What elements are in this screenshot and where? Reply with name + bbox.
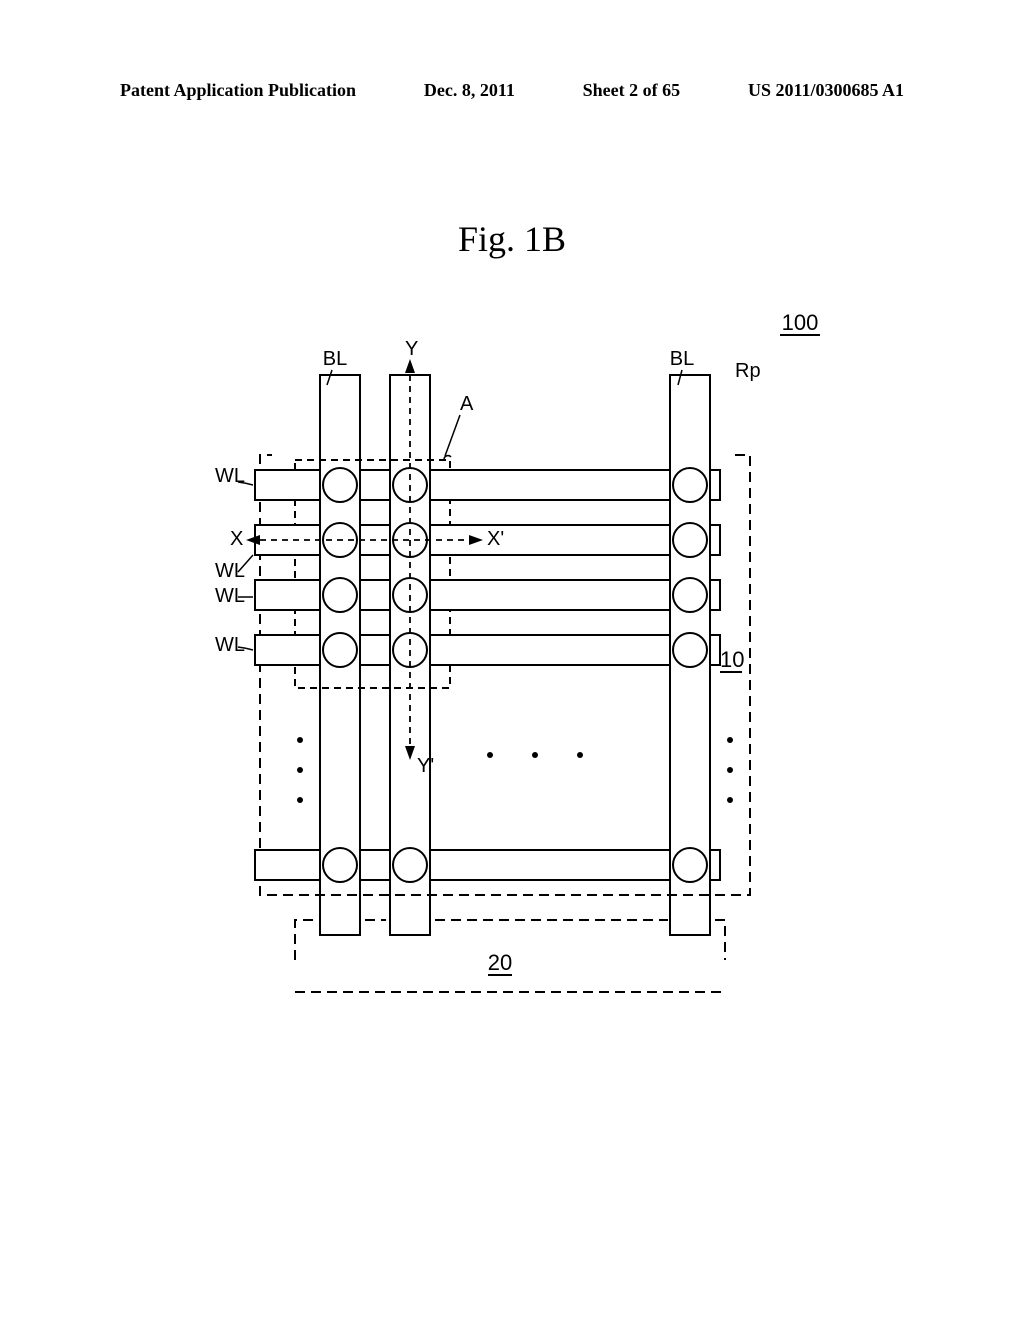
header-publication: Patent Application Publication [120, 80, 356, 101]
figure-title: Fig. 1B [0, 218, 1024, 260]
cell-icon [673, 578, 707, 612]
wl-row-3 [255, 578, 720, 612]
label-xprime: X' [487, 528, 504, 550]
label-wl-2: WL [215, 560, 245, 582]
header-sheet: Sheet 2 of 65 [583, 80, 681, 101]
cell-icon [673, 633, 707, 667]
header-patent-number: US 2011/0300685 A1 [748, 80, 904, 101]
cell-icon [323, 468, 357, 502]
cell-icon [323, 848, 357, 882]
cell-icon [323, 633, 357, 667]
label-wl-1: WL [215, 465, 245, 487]
ref-100: 100 [782, 310, 819, 335]
cell-icon [673, 468, 707, 502]
label-wl-4: WL [215, 634, 245, 656]
label-bl-left: BL [323, 348, 347, 370]
label-bl-right: BL [670, 348, 694, 370]
wl-row-1 [255, 468, 720, 502]
label-rp: Rp [735, 360, 761, 382]
cell-icon [393, 848, 427, 882]
header-date: Dec. 8, 2011 [424, 80, 515, 101]
circuit-diagram: 100 10 20 BL BL Rp A [180, 305, 860, 1005]
region-10-box [260, 455, 750, 895]
cell-icon [323, 578, 357, 612]
page-header: Patent Application Publication Dec. 8, 2… [0, 80, 1024, 101]
label-y: Y [405, 338, 418, 360]
label-yprime: Y' [417, 755, 434, 777]
label-x: X [230, 528, 243, 550]
arrow-down-icon [405, 746, 415, 760]
ref-20: 20 [488, 950, 512, 975]
wl-row-4 [255, 633, 720, 667]
label-wl-3: WL [215, 585, 245, 607]
arrow-left-icon [246, 535, 260, 545]
ref-10: 10 [720, 647, 744, 672]
label-a: A [460, 393, 474, 415]
wl-row-bottom [255, 848, 720, 882]
cell-icon [673, 848, 707, 882]
arrow-up-icon [405, 359, 415, 373]
cell-icon [673, 523, 707, 557]
